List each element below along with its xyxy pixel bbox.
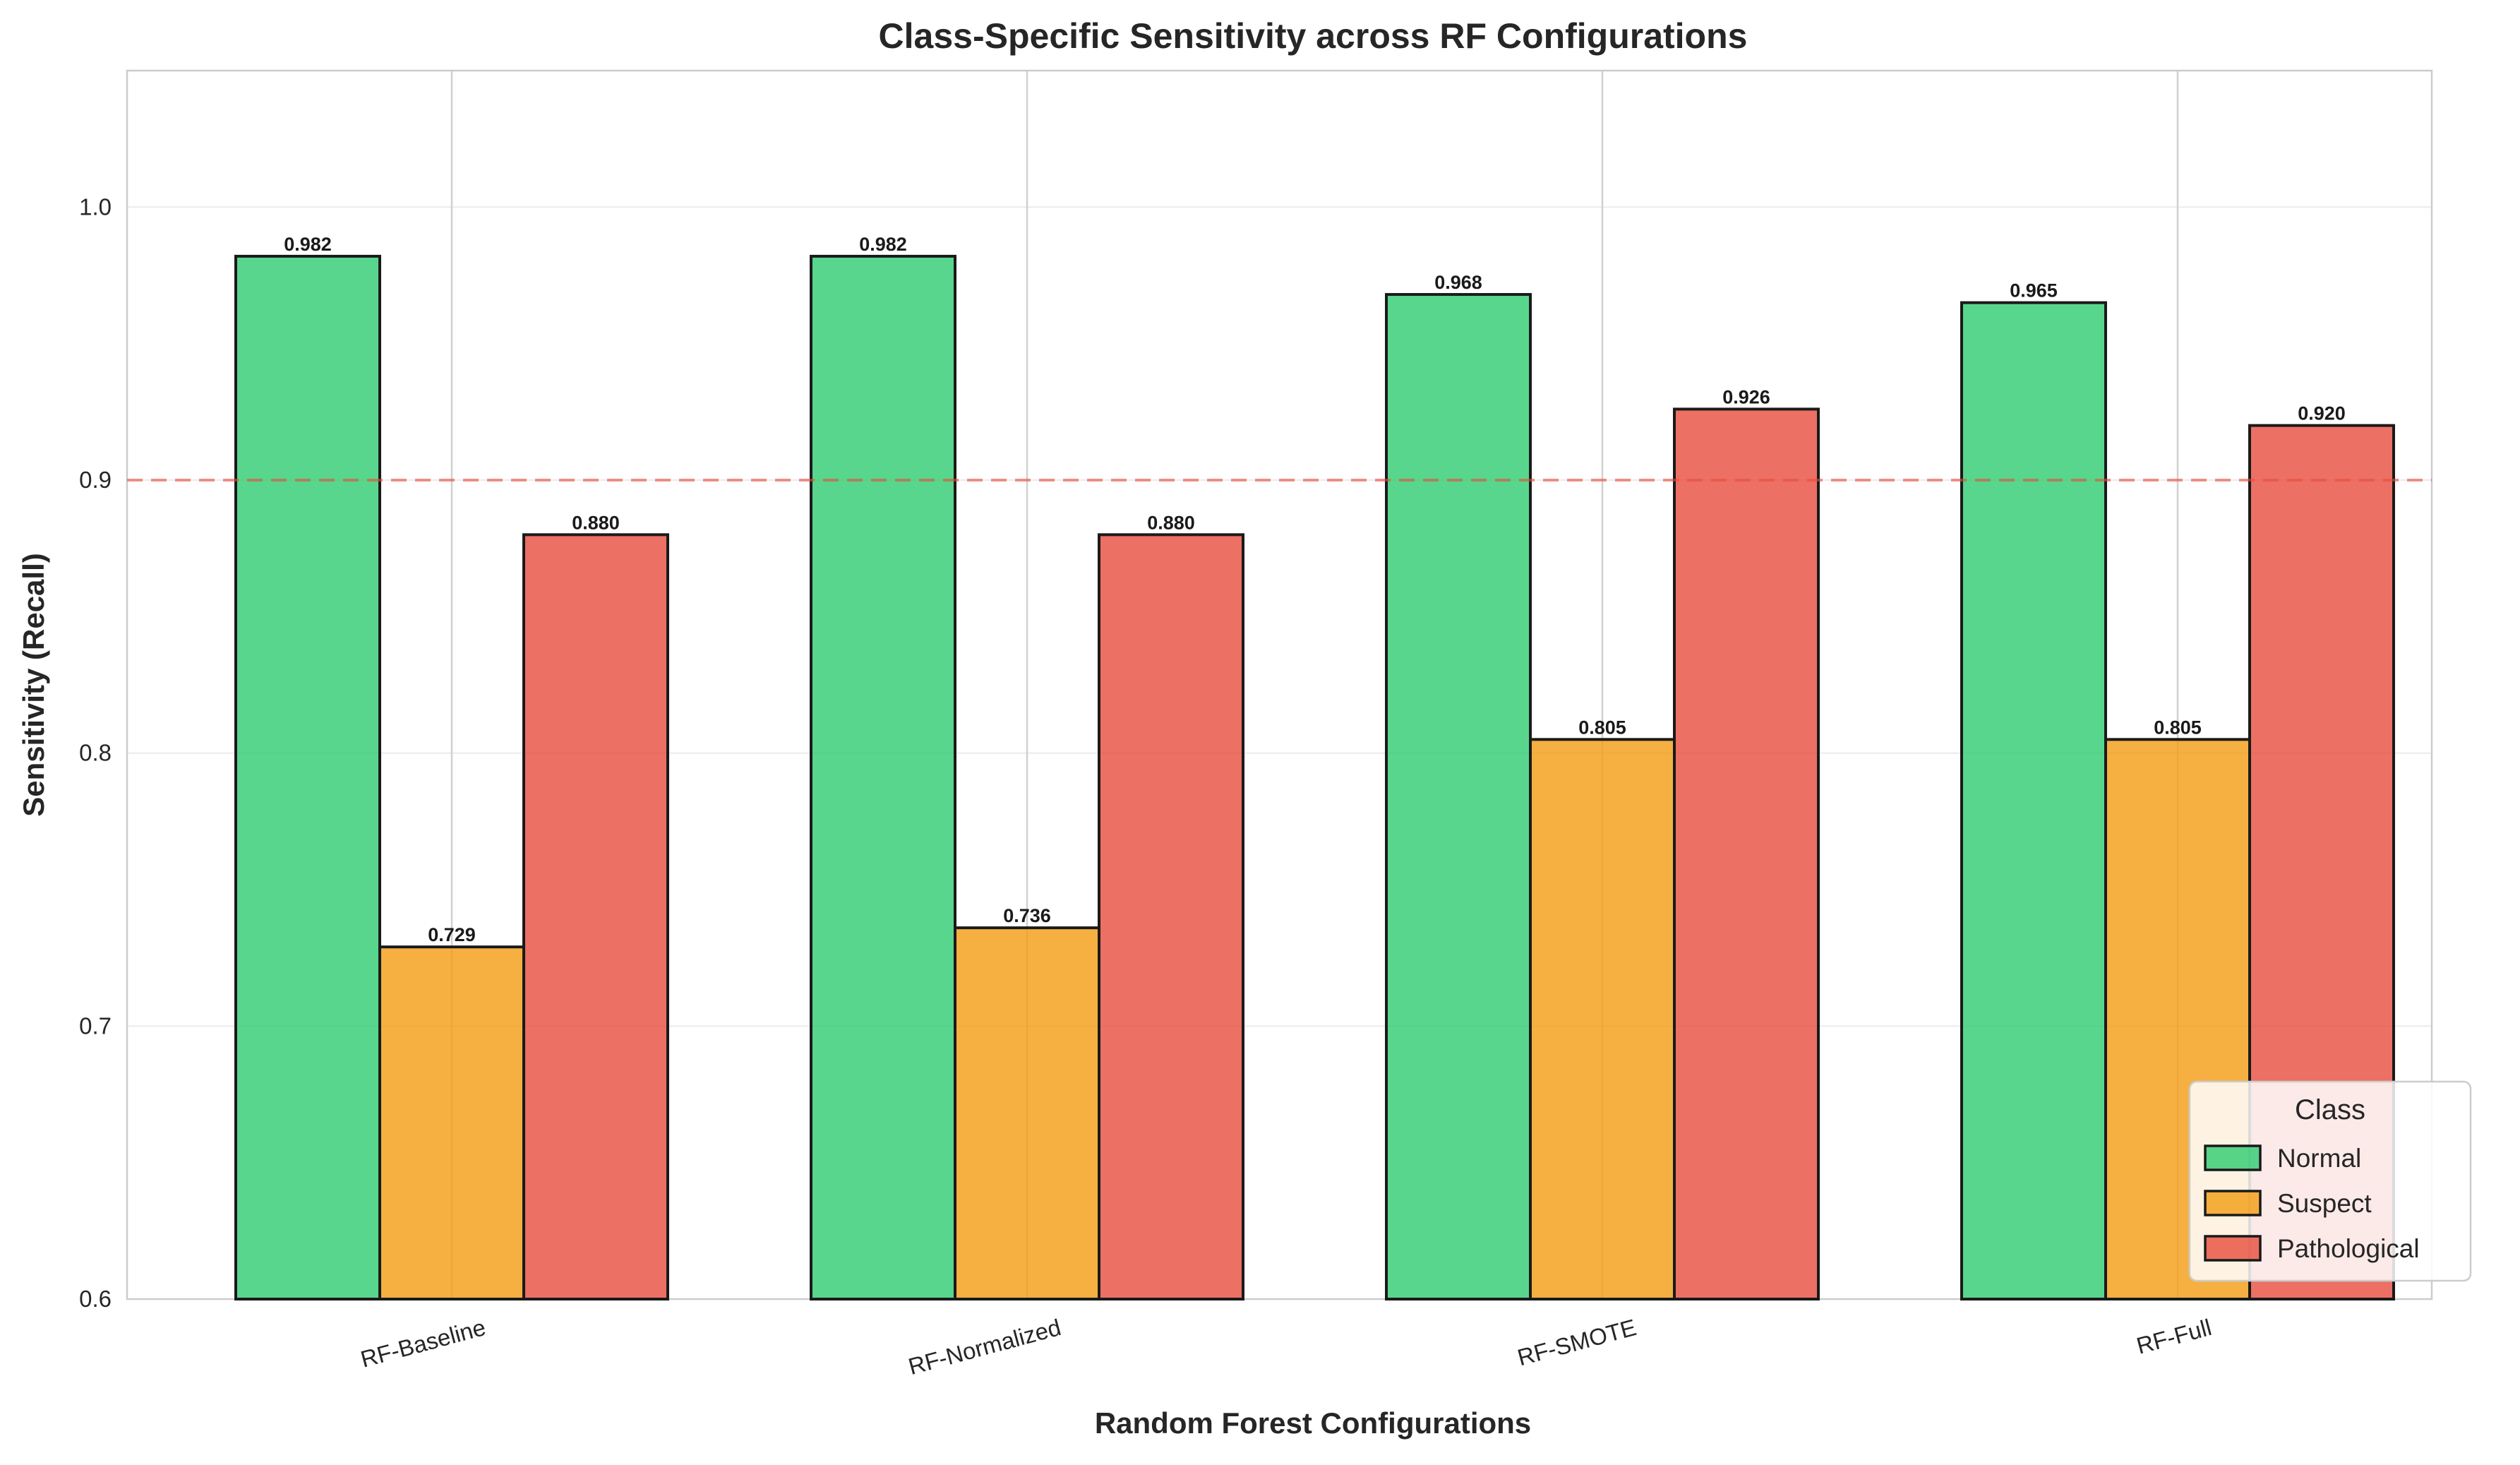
x-tick-label: RF-Baseline [358,1314,488,1373]
data-label: 0.736 [1003,905,1051,926]
y-tick-label: 0.8 [79,740,112,766]
legend-swatch-normal [2204,1144,2262,1171]
legend-items: Normal Suspect Pathological [2204,1144,2420,1263]
legend-swatch-pathological [2204,1235,2262,1262]
bar-suspect-rf-normalized [954,926,1100,1300]
y-tick-label: 0.9 [79,467,112,493]
data-label: 0.920 [2298,403,2346,424]
y-tick-label: 0.6 [79,1286,112,1312]
legend-swatch-suspect [2204,1190,2262,1216]
y-ticks-layer: 0.6 0.7 0.8 0.9 1.0 [79,193,112,1312]
data-label: 0.982 [284,234,332,255]
chart-title: Class-Specific Sensitivity across RF Con… [879,16,1748,56]
legend-box [2188,1080,2472,1282]
data-label: 0.982 [859,234,907,255]
data-label: 0.805 [2154,717,2202,738]
data-label: 0.729 [428,924,476,945]
plot-frame [126,69,2433,1300]
bar-normal-rf-full [1960,301,2107,1301]
legend-label-pathological: Pathological [2277,1234,2420,1263]
y-tick-label: 1.0 [79,193,112,220]
y-axis-label: Sensitivity (Recall) [17,553,50,816]
bar-pathological-rf-smote [1673,407,1820,1300]
legend-title: Class [2295,1094,2365,1125]
data-label: 0.968 [1434,272,1482,293]
x-ticks-layer: RF-Baseline RF-Normalized RF-SMOTE RF-Full [358,1314,2214,1380]
legend-label-normal: Normal [2277,1144,2361,1173]
bars-layer [234,254,2395,1301]
bar-suspect-rf-smote [1529,738,1676,1301]
y-tick-label: 0.7 [79,1012,112,1039]
bar-normal-rf-normalized [810,254,956,1300]
bar-normal-rf-smote [1385,293,1532,1301]
data-labels-layer: 0.982 0.729 0.880 0.982 0.736 0.880 0.968 0.805… [284,234,2346,945]
x-tick-label: RF-Full [2134,1314,2214,1359]
data-label: 0.880 [1147,512,1195,533]
legend: Class Normal Suspect Pathological [2188,1080,2472,1282]
x-axis-label: Random Forest Configurations [1095,1406,1531,1440]
data-label: 0.805 [1578,717,1626,738]
bar-pathological-rf-baseline [522,533,669,1300]
bar-suspect-rf-baseline [378,945,525,1300]
data-label: 0.965 [2010,280,2058,301]
data-label: 0.926 [1722,386,1770,407]
data-label: 0.880 [572,512,620,533]
x-tick-label: RF-SMOTE [1515,1314,1639,1370]
bar-normal-rf-baseline [234,254,381,1300]
legend-label-suspect: Suspect [2277,1189,2372,1218]
bar-pathological-rf-normalized [1098,533,1244,1300]
x-tick-label: RF-Normalized [906,1314,1064,1380]
